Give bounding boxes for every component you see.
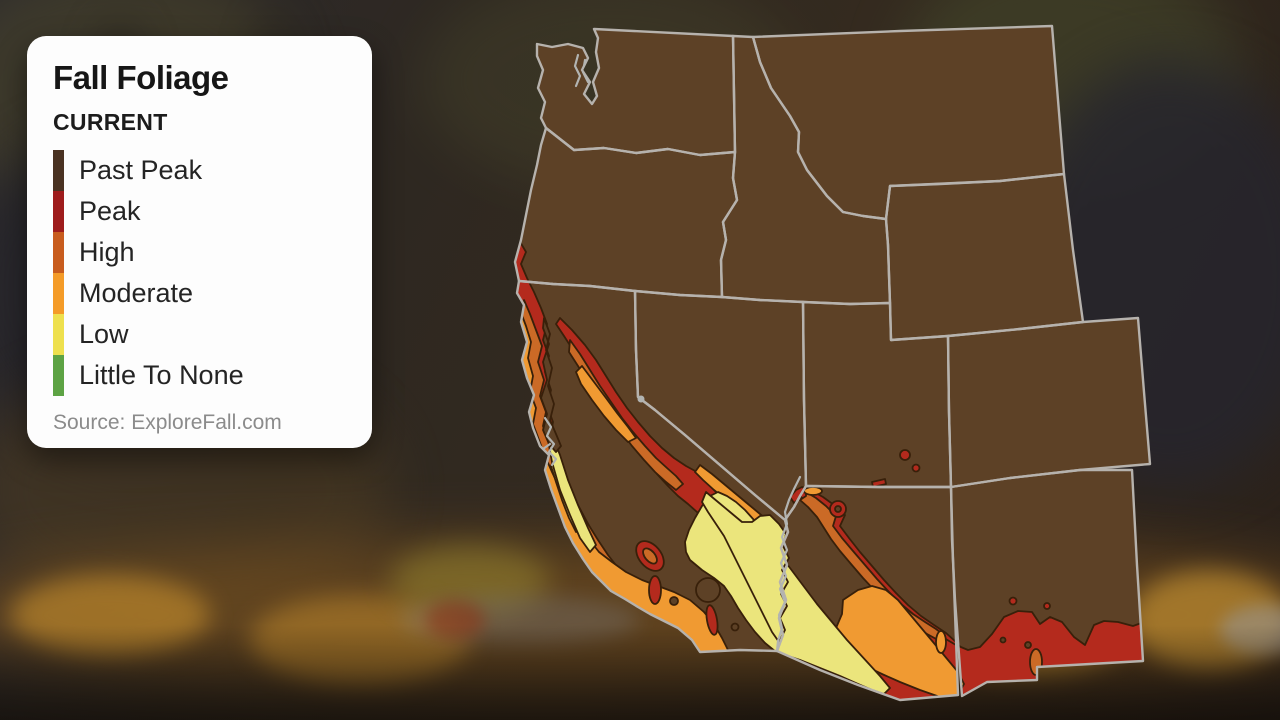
state-fills	[515, 26, 1150, 700]
legend-item-label: Peak	[79, 196, 141, 227]
legend-swatch	[53, 150, 64, 192]
legend-item: Low	[53, 314, 346, 356]
contour-peak-spot	[899, 449, 911, 461]
contour-pastpeak-island	[695, 577, 721, 603]
lake-tahoe	[637, 395, 645, 403]
legend-item-label: High	[79, 237, 135, 268]
contour-peak-spot	[1043, 602, 1051, 610]
contour-peak-spot	[1008, 596, 1018, 606]
legend-swatch	[53, 273, 64, 315]
contour-peak-dash	[871, 478, 887, 488]
source-attribution: Source: ExploreFall.com	[53, 411, 282, 435]
legend-card: Fall Foliage CURRENT Past Peak Peak High	[27, 36, 372, 448]
legend-item-label: Moderate	[79, 278, 194, 309]
contour-peak-spot	[911, 463, 921, 473]
legend-swatch	[53, 355, 64, 397]
legend-swatch	[53, 232, 64, 274]
water-features	[541, 53, 802, 653]
puget-sound-inlet	[573, 53, 582, 88]
legend-item-label: Little To None	[79, 360, 244, 391]
colorado-river	[775, 475, 802, 653]
contour-moderate-sierra	[575, 365, 637, 443]
contour-moderate-spot	[935, 630, 947, 654]
sf-bay-branch	[541, 442, 552, 451]
state-washington	[537, 29, 735, 155]
state-colorado	[948, 318, 1150, 487]
legend-item: Peak	[53, 191, 346, 233]
legend-item: Moderate	[53, 273, 346, 315]
contour-pastpeak-dot	[730, 622, 740, 632]
contour-moderate-spot	[803, 486, 823, 496]
state-wyoming	[886, 174, 1083, 340]
contour-low-central-valley	[547, 434, 597, 553]
legend: Past Peak Peak High Moderate	[53, 150, 346, 397]
contour-pastpeak-dot	[999, 636, 1007, 644]
legend-item-label: Low	[79, 319, 129, 350]
contour-pastpeak-dot	[834, 505, 842, 513]
legend-item: Past Peak	[53, 150, 346, 192]
legend-swatch	[53, 191, 64, 233]
legend-subtitle: CURRENT	[53, 109, 168, 136]
puget-sound-inlet	[581, 58, 590, 84]
sf-bay-delta	[543, 416, 558, 467]
legend-item: High	[53, 232, 346, 274]
contour-pastpeak-dot	[669, 596, 679, 606]
contour-high-spot	[642, 547, 658, 565]
page-title: Fall Foliage	[53, 59, 229, 96]
legend-item-label: Past Peak	[79, 155, 203, 186]
contour-peak-spot	[648, 575, 662, 605]
contour-peak-spot	[705, 604, 719, 636]
legend-swatch	[53, 314, 64, 356]
contour-pastpeak-dot	[1024, 641, 1032, 649]
legend-item: Little To None	[53, 355, 346, 397]
